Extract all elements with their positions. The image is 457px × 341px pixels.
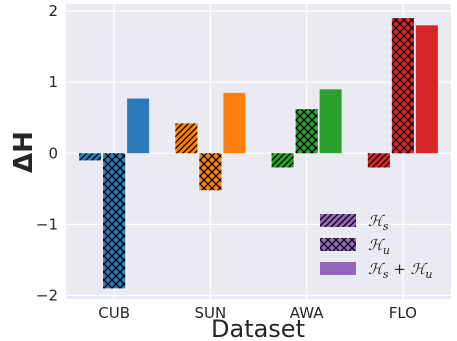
bar-sun-h-s-h-u xyxy=(223,92,246,154)
bar-flo-h-s-h-u xyxy=(415,25,438,154)
y-tick-label: 0 xyxy=(48,144,58,162)
legend-entry: ℋs + ℋu xyxy=(320,260,433,281)
y-tick-label: 2 xyxy=(48,2,58,20)
bar-awa-h-s xyxy=(271,153,294,168)
x-tick-label: FLO xyxy=(389,304,417,322)
y-axis-label: ΔH xyxy=(9,131,39,173)
x-axis-label: Dataset xyxy=(211,315,305,341)
legend-entry: ℋu xyxy=(320,236,390,257)
y-tick-label: −1 xyxy=(36,215,58,233)
x-axis-ticks: CUB SUN AWA FLO xyxy=(98,304,417,322)
svg-text:ℋs: ℋs xyxy=(368,212,389,233)
bar-awa-h-u xyxy=(295,109,318,154)
bar-flo-h-s xyxy=(367,153,390,168)
bar-sun-h-u xyxy=(199,153,222,191)
x-tick-label: AWA xyxy=(290,304,324,322)
y-tick-label: 1 xyxy=(48,73,58,91)
bar-cub-h-s-h-u xyxy=(127,98,150,154)
bar-cub-h-u xyxy=(103,153,126,289)
x-tick-label: CUB xyxy=(98,304,130,322)
bar-flo-h-u xyxy=(391,18,414,154)
bar-sun-h-s xyxy=(175,123,198,154)
legend: ℋs ℋu ℋs + ℋu xyxy=(320,212,433,281)
bar-cub-h-s xyxy=(79,153,102,161)
svg-text:ℋs + ℋu: ℋs + ℋu xyxy=(368,260,433,281)
legend-entry: ℋs xyxy=(320,212,389,233)
x-tick-label: SUN xyxy=(195,304,227,322)
y-tick-label: −2 xyxy=(36,286,58,304)
svg-text:ℋu: ℋu xyxy=(368,236,390,257)
y-axis-ticks: −2 −1 0 1 2 xyxy=(36,2,58,304)
bars xyxy=(79,18,438,289)
bar-awa-h-s-h-u xyxy=(319,89,342,154)
